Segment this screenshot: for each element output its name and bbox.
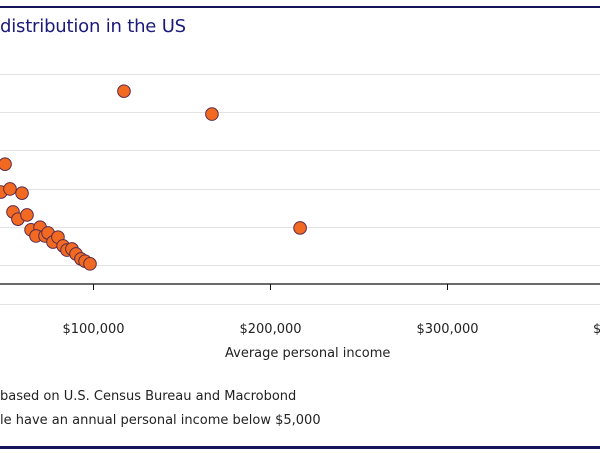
data-point bbox=[205, 107, 219, 121]
data-point bbox=[117, 84, 131, 98]
bottom-border bbox=[0, 446, 600, 449]
footnote: le have an annual personal income below … bbox=[0, 413, 321, 428]
x-tick-label: $200,000 bbox=[239, 322, 301, 337]
x-tick-label: $100,000 bbox=[62, 322, 124, 337]
source-note: based on U.S. Census Bureau and Macrobon… bbox=[0, 389, 297, 404]
data-points bbox=[0, 84, 307, 271]
gridlines bbox=[0, 74, 600, 305]
chart-title: distribution in the US bbox=[0, 16, 186, 37]
x-axis bbox=[0, 283, 600, 290]
data-point bbox=[20, 208, 34, 222]
data-point bbox=[83, 257, 97, 271]
data-point bbox=[293, 221, 307, 235]
data-point bbox=[15, 186, 29, 200]
x-tick-label: $ bbox=[593, 322, 600, 337]
x-axis-label: Average personal income bbox=[225, 346, 391, 361]
x-tick-labels: $100,000 $200,000 $300,000 $ bbox=[62, 322, 600, 337]
data-point bbox=[3, 182, 17, 196]
x-tick-label: $300,000 bbox=[416, 322, 478, 337]
top-border bbox=[0, 6, 600, 8]
data-point bbox=[0, 157, 12, 171]
